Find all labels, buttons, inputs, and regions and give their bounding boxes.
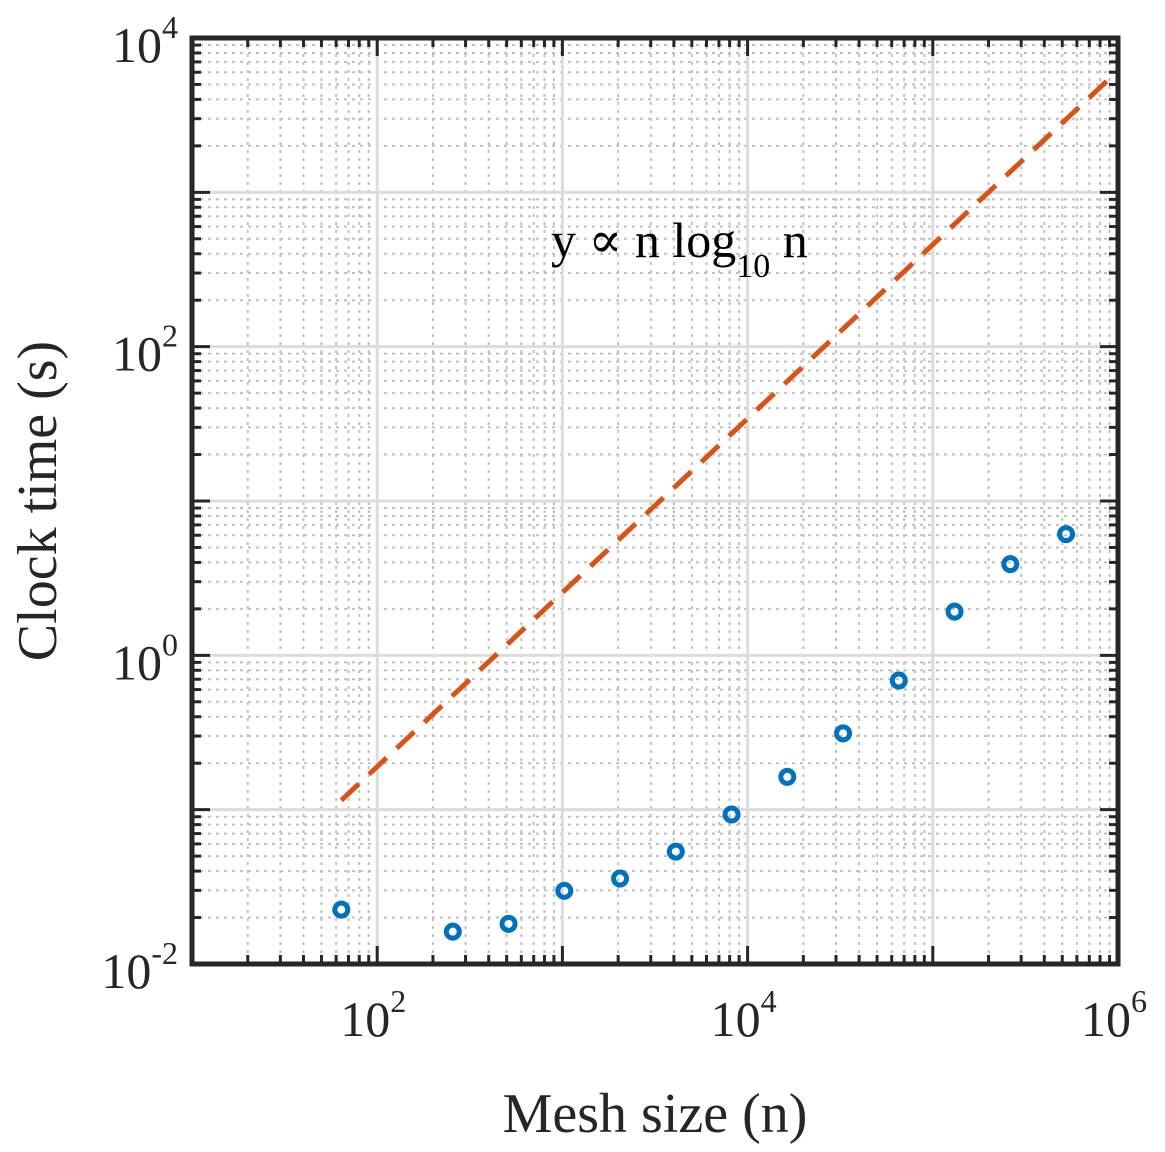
data-point [834, 724, 853, 743]
x-axis-label: Mesh size (n) [503, 1083, 808, 1145]
major-grid [192, 38, 1118, 964]
data-point [443, 922, 462, 941]
data-point [332, 900, 351, 919]
fit-annotation-suffix: n [770, 212, 808, 268]
x-tick-label: 106 [1081, 983, 1147, 1047]
data-point [889, 671, 908, 690]
x-tick-label: 104 [711, 983, 777, 1047]
data-point [611, 869, 630, 888]
fit-annotation-prefix: y ∝ n log [551, 212, 736, 268]
data-point [722, 805, 741, 824]
plot-series [332, 68, 1120, 941]
data-point [778, 767, 797, 786]
y-tick-label: 100 [112, 626, 178, 690]
data-point [945, 602, 964, 621]
data-point [1001, 555, 1020, 574]
y-tick-label: 102 [112, 318, 178, 382]
axis-ticks [190, 36, 1120, 966]
data-point [499, 914, 518, 933]
tick-labels: 102 104 106 10-2 100 102 104 [101, 9, 1147, 1047]
y-tick-label: 104 [112, 9, 178, 73]
data-point [555, 881, 574, 900]
y-tick-label: 10-2 [101, 935, 178, 999]
reference-line-segment [339, 68, 1120, 803]
fit-annotation: y ∝ n log10 n [551, 212, 808, 285]
y-axis-label: Clock time (s) [7, 341, 69, 661]
x-tick-label: 102 [340, 983, 406, 1047]
data-point [666, 842, 685, 861]
fit-annotation-subscript: 10 [736, 248, 770, 285]
data-point [1057, 525, 1076, 544]
